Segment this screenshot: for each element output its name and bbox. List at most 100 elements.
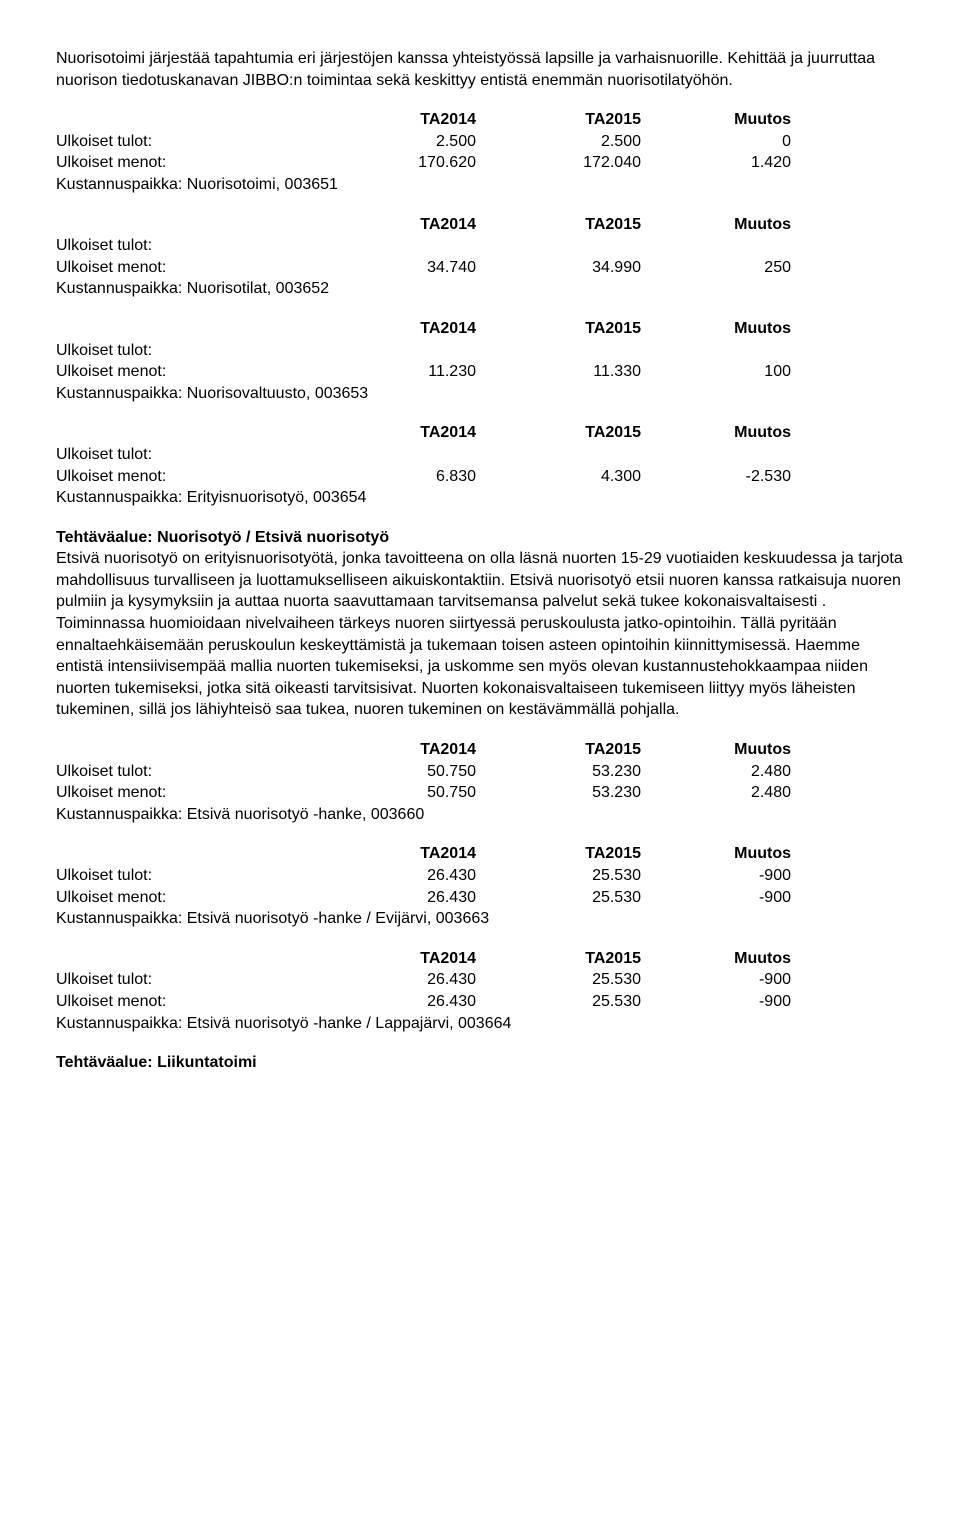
budget-tulot-label: Ulkoiset tulot: <box>56 340 316 362</box>
budget-header-label <box>56 843 316 865</box>
budget-block: TA2014TA2015MuutosUlkoiset tulot:2.5002.… <box>56 109 904 195</box>
budget-header-c1: TA2014 <box>316 109 476 131</box>
budget-header-c3: Muutos <box>641 318 791 340</box>
budget-tulot-row: Ulkoiset tulot:26.43025.530-900 <box>56 865 904 887</box>
budget-menot-c2: 34.990 <box>476 257 641 279</box>
budget-tulot-c3: 0 <box>641 131 791 153</box>
budget-tulot-c2 <box>476 444 641 466</box>
section-heading-etsiva: Tehtäväalue: Nuorisotyö / Etsivä nuoriso… <box>56 527 904 549</box>
budget-header-row: TA2014TA2015Muutos <box>56 843 904 865</box>
budget-header-c1: TA2014 <box>316 843 476 865</box>
budget-tulot-c1: 2.500 <box>316 131 476 153</box>
budget-header-row: TA2014TA2015Muutos <box>56 422 904 444</box>
budget-header-c3: Muutos <box>641 422 791 444</box>
budget-tulot-label: Ulkoiset tulot: <box>56 444 316 466</box>
budget-tulot-c1 <box>316 235 476 257</box>
budget-block: TA2014TA2015MuutosUlkoiset tulot:26.4302… <box>56 843 904 929</box>
budget-menot-label: Ulkoiset menot: <box>56 152 316 174</box>
budget-tulot-c3: -900 <box>641 865 791 887</box>
budget-menot-c1: 26.430 <box>316 887 476 909</box>
budget-header-c3: Muutos <box>641 948 791 970</box>
budget-header-c3: Muutos <box>641 109 791 131</box>
budget-tulot-c1: 50.750 <box>316 761 476 783</box>
budget-header-c2: TA2015 <box>476 422 641 444</box>
budget-header-row: TA2014TA2015Muutos <box>56 109 904 131</box>
budget-tulot-row: Ulkoiset tulot: <box>56 340 904 362</box>
budget-block: TA2014TA2015Muutos Ulkoiset tulot:Ulkoise… <box>56 214 904 300</box>
budget-tulot-c3 <box>641 444 791 466</box>
budget-block: TA2014TA2015MuutosUlkoiset tulot:26.4302… <box>56 948 904 1034</box>
budget-header-c3: Muutos <box>641 214 791 236</box>
budget-header-label <box>56 318 316 340</box>
budget-menot-row: Ulkoiset menot:6.8304.300-2.530 <box>56 466 904 488</box>
budget-tulot-label: Ulkoiset tulot: <box>56 131 316 153</box>
budget-tulot-c2: 53.230 <box>476 761 641 783</box>
budget-tulot-c2 <box>476 235 641 257</box>
budget-tulot-c1: 26.430 <box>316 969 476 991</box>
budget-menot-c2: 172.040 <box>476 152 641 174</box>
budget-menot-c3: 1.420 <box>641 152 791 174</box>
budget-menot-label: Ulkoiset menot: <box>56 257 316 279</box>
budget-footer: Kustannuspaikka: Nuorisotilat, 003652 <box>56 278 904 300</box>
budget-footer: Kustannuspaikka: Erityisnuorisotyö, 0036… <box>56 487 904 509</box>
budget-menot-row: Ulkoiset menot:26.43025.530-900 <box>56 991 904 1013</box>
budget-menot-c1: 34.740 <box>316 257 476 279</box>
budget-tulot-c3 <box>641 235 791 257</box>
budget-header-c2: TA2015 <box>476 214 641 236</box>
budget-tulot-c2 <box>476 340 641 362</box>
budget-tulot-row: Ulkoiset tulot: <box>56 444 904 466</box>
budget-header-label <box>56 214 316 236</box>
budget-tulot-c3 <box>641 340 791 362</box>
budget-menot-label: Ulkoiset menot: <box>56 887 316 909</box>
budget-tulot-label: Ulkoiset tulot: <box>56 761 316 783</box>
budget-header-c1: TA2014 <box>316 948 476 970</box>
budget-menot-c1: 50.750 <box>316 782 476 804</box>
budget-header-c3: Muutos <box>641 843 791 865</box>
budget-header-label <box>56 948 316 970</box>
budget-tulot-row: Ulkoiset tulot:2.5002.5000 <box>56 131 904 153</box>
budget-header-c1: TA2014 <box>316 422 476 444</box>
budget-tulot-label: Ulkoiset tulot: <box>56 969 316 991</box>
budget-menot-c2: 25.530 <box>476 887 641 909</box>
budget-menot-c2: 53.230 <box>476 782 641 804</box>
section-body-etsiva: Etsivä nuorisotyö on erityisnuorisotyötä… <box>56 548 904 721</box>
budget-menot-label: Ulkoiset menot: <box>56 361 316 383</box>
budget-menot-label: Ulkoiset menot: <box>56 466 316 488</box>
budget-menot-c2: 25.530 <box>476 991 641 1013</box>
budget-menot-c1: 6.830 <box>316 466 476 488</box>
budget-block: TA2014TA2015MuutosUlkoiset tulot:50.7505… <box>56 739 904 825</box>
budget-tulot-row: Ulkoiset tulot: <box>56 235 904 257</box>
budget-menot-row: Ulkoiset menot:34.74034.990250 <box>56 257 904 279</box>
budget-menot-c2: 11.330 <box>476 361 641 383</box>
budget-menot-c1: 170.620 <box>316 152 476 174</box>
budget-header-c3: Muutos <box>641 739 791 761</box>
budget-tulot-c1: 26.430 <box>316 865 476 887</box>
budget-header-row: TA2014TA2015Muutos <box>56 739 904 761</box>
budget-header-c2: TA2015 <box>476 739 641 761</box>
budget-header-label <box>56 739 316 761</box>
budget-menot-c3: 2.480 <box>641 782 791 804</box>
budget-tulot-label: Ulkoiset tulot: <box>56 235 316 257</box>
budget-header-c1: TA2014 <box>316 318 476 340</box>
budget-header-c2: TA2015 <box>476 109 641 131</box>
budget-footer: Kustannuspaikka: Etsivä nuorisotyö -hank… <box>56 1013 904 1035</box>
budget-header-row: TA2014TA2015Muutos <box>56 948 904 970</box>
budget-menot-c1: 26.430 <box>316 991 476 1013</box>
budget-header-c1: TA2014 <box>316 214 476 236</box>
budget-footer: Kustannuspaikka: Etsivä nuorisotyö -hank… <box>56 908 904 930</box>
budget-menot-label: Ulkoiset menot: <box>56 991 316 1013</box>
budget-tulot-c2: 2.500 <box>476 131 641 153</box>
budget-tulot-c2: 25.530 <box>476 865 641 887</box>
intro-paragraph: Nuorisotoimi järjestää tapahtumia eri jä… <box>56 48 904 91</box>
budget-tulot-c3: 2.480 <box>641 761 791 783</box>
budget-header-label <box>56 422 316 444</box>
budget-menot-row: Ulkoiset menot:26.43025.530-900 <box>56 887 904 909</box>
budget-menot-label: Ulkoiset menot: <box>56 782 316 804</box>
budget-menot-row: Ulkoiset menot:170.620172.0401.420 <box>56 152 904 174</box>
budget-menot-row: Ulkoiset menot:50.75053.2302.480 <box>56 782 904 804</box>
budget-footer: Kustannuspaikka: Nuorisovaltuusto, 00365… <box>56 383 904 405</box>
budget-menot-c2: 4.300 <box>476 466 641 488</box>
budget-block: TA2014TA2015MuutosUlkoiset tulot:Ulkoise… <box>56 318 904 404</box>
budget-block: TA2014TA2015MuutosUlkoiset tulot:Ulkoise… <box>56 422 904 508</box>
budget-tulot-label: Ulkoiset tulot: <box>56 865 316 887</box>
